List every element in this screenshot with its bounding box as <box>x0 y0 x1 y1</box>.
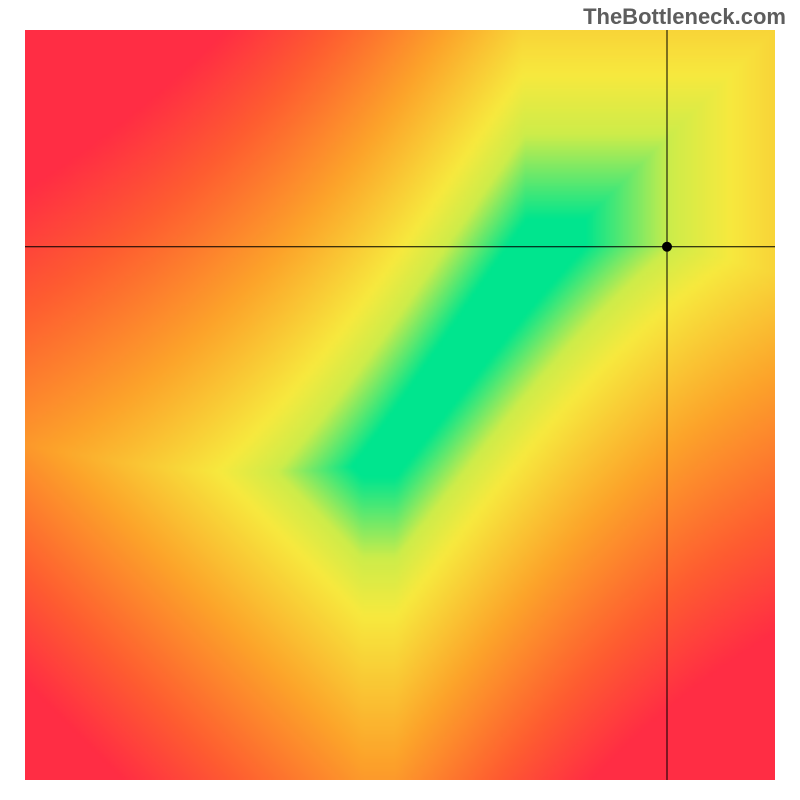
plot-area <box>25 30 775 780</box>
watermark-text: TheBottleneck.com <box>583 4 786 30</box>
chart-container: TheBottleneck.com <box>0 0 800 800</box>
bottleneck-heatmap <box>25 30 775 780</box>
